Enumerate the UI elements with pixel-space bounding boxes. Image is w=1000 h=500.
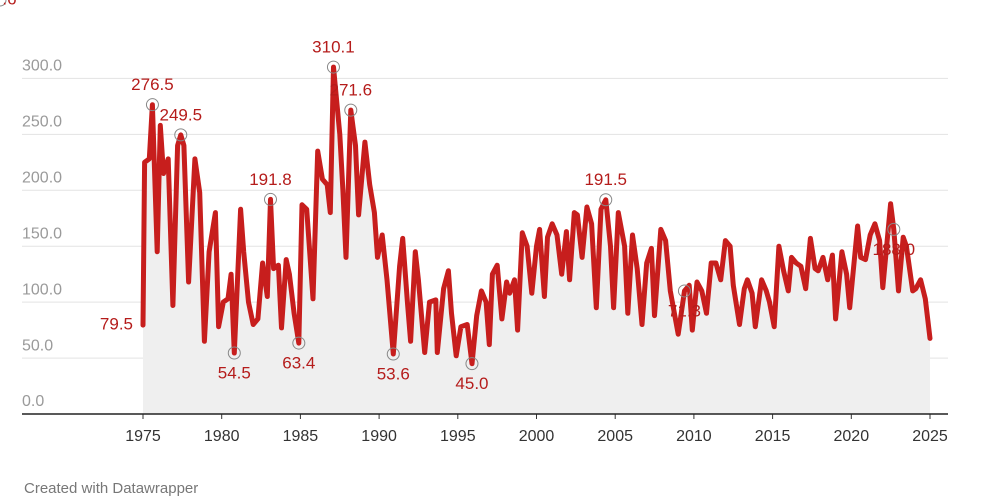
- value-label: 67.6: [0, 0, 17, 8]
- value-label: 53.6: [377, 365, 410, 384]
- y-tick-label: 50.0: [22, 337, 53, 354]
- x-tick-label: 1985: [283, 428, 319, 445]
- marker: [174, 128, 188, 142]
- value-label: 271.6: [329, 81, 372, 100]
- value-label: 79.5: [100, 315, 133, 334]
- value-label: 276.5: [131, 75, 174, 94]
- marker: [326, 60, 340, 74]
- x-tick-label: 1995: [440, 428, 476, 445]
- value-label: 45.0: [455, 374, 488, 393]
- y-tick-label: 250.0: [22, 114, 62, 131]
- marker: [887, 222, 901, 236]
- value-label: 71.3: [668, 301, 701, 320]
- value-label: 191.8: [249, 170, 292, 189]
- y-tick-label: 0.0: [22, 393, 44, 410]
- marker: [263, 192, 277, 206]
- x-tick-label: 1975: [125, 428, 161, 445]
- value-label: 310.1: [312, 38, 355, 57]
- x-tick-label: 2020: [834, 428, 870, 445]
- marker: [599, 193, 613, 207]
- value-label: 191.5: [584, 170, 627, 189]
- footer: Created with Datawrapper: [24, 480, 198, 497]
- marker: [292, 336, 306, 350]
- y-tick-label: 100.0: [22, 281, 62, 298]
- marker: [465, 357, 479, 371]
- x-tick-label: 2015: [755, 428, 791, 445]
- y-tick-label: 300.0: [22, 58, 62, 75]
- y-tick-label: 200.0: [22, 169, 62, 186]
- x-tick-label: 1990: [361, 428, 397, 445]
- marker: [344, 103, 358, 117]
- value-label: 249.5: [160, 105, 203, 124]
- y-tick-label: 150.0: [22, 225, 62, 242]
- x-tick-label: 2010: [676, 428, 712, 445]
- value-label: 54.5: [218, 364, 251, 383]
- x-tick-label: 2025: [912, 428, 948, 445]
- x-tick-label: 2005: [597, 428, 633, 445]
- marker: [227, 346, 241, 360]
- value-label: 63.4: [282, 354, 315, 373]
- marker: [145, 98, 159, 112]
- x-tick-label: 1980: [204, 428, 240, 445]
- marker: [677, 284, 691, 298]
- line: [140, 64, 933, 367]
- value-label: 188.0: [873, 240, 916, 259]
- x-tick-label: 2000: [519, 428, 555, 445]
- marker: [386, 347, 400, 361]
